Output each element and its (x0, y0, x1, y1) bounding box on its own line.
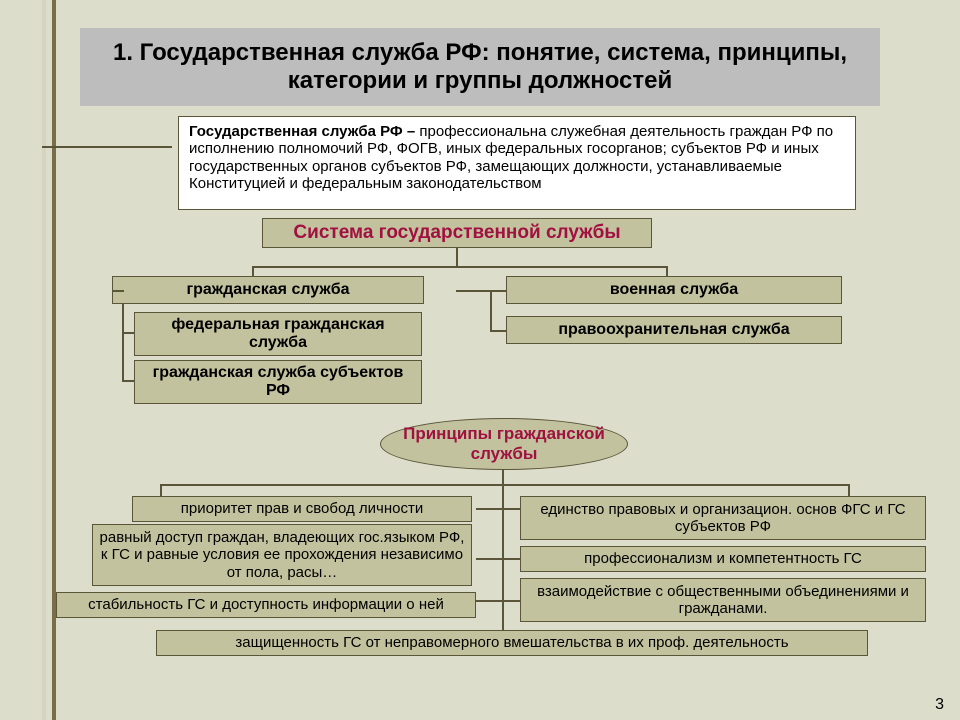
definition-text: Государственная служба РФ – профессионал… (189, 123, 845, 192)
conn-prin-vert-mid (502, 486, 504, 630)
conn-left-sub-h1 (122, 332, 134, 334)
system-left-0: гражданская служба (112, 276, 424, 304)
conn-left-sub-vert (122, 304, 124, 382)
system-left-2: гражданская служба субъектов РФ (134, 360, 422, 404)
conn-right-h1 (490, 290, 506, 292)
system-right-0: военная служба (506, 276, 842, 304)
slide-canvas: 1. Государственная служба РФ: понятие, с… (0, 0, 960, 720)
prin-right-2: взаимодействие с общественными объединен… (520, 578, 926, 622)
conn-right-vert (490, 290, 492, 330)
conn-left-sub-top (112, 290, 124, 292)
definition-box: Государственная служба РФ – профессионал… (178, 116, 856, 210)
system-header: Система государственной службы (262, 218, 652, 248)
conn-right-top (456, 290, 492, 292)
title-rule (42, 146, 172, 148)
sidebar-stripe-light (42, 0, 46, 720)
principles-header: Принципы гражданской службы (380, 418, 628, 470)
conn-prin-midstub2 (476, 558, 520, 560)
slide-title: 1. Государственная служба РФ: понятие, с… (80, 28, 880, 106)
conn-prin-midstub1 (476, 508, 520, 510)
conn-sys-vert (456, 248, 458, 268)
conn-right-h2 (490, 330, 506, 332)
conn-sys-left-drop (252, 266, 254, 276)
conn-prin-horiz (160, 484, 850, 486)
conn-sys-right-drop (666, 266, 668, 276)
prin-left-0: приоритет прав и свобод личности (132, 496, 472, 522)
conn-prin-midstub3 (476, 600, 520, 602)
conn-left-sub-h2 (122, 380, 134, 382)
prin-left-2: стабильность ГС и доступность информации… (56, 592, 476, 618)
prin-left-1: равный доступ граждан, владеющих гос.язы… (92, 524, 472, 586)
system-right-1: правоохранительная служба (506, 316, 842, 344)
prin-bottom: защищенность ГС от неправомерного вмешат… (156, 630, 868, 656)
conn-sys-horiz (252, 266, 668, 268)
prin-right-0: единство правовых и организацион. основ … (520, 496, 926, 540)
page-number: 3 (935, 696, 944, 714)
system-left-1: федеральная гражданская служба (134, 312, 422, 356)
prin-right-1: профессионализм и компетентность ГС (520, 546, 926, 572)
